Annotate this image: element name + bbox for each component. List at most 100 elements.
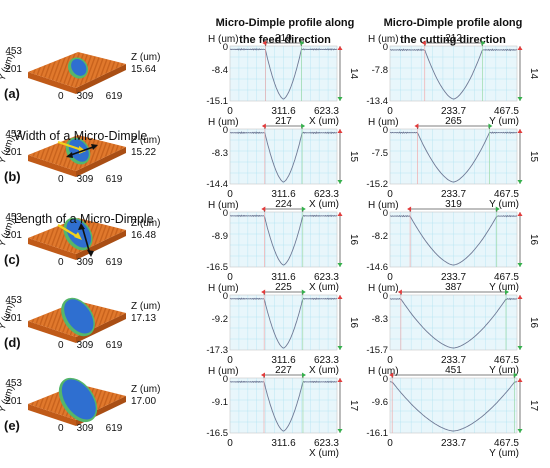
- x-tick-label: 619: [106, 174, 123, 185]
- depth-marker-green: [337, 180, 343, 184]
- y-tick-label: -8.4: [212, 65, 228, 76]
- x-tick-label: 311.6: [271, 355, 296, 366]
- x-tick-label: 467.5: [494, 272, 519, 283]
- z-axis-label: Z (um): [131, 301, 160, 312]
- y-tick-label: 201: [5, 230, 22, 241]
- y-tick-label: -16.1: [366, 428, 388, 439]
- x-tick-label: 309: [77, 340, 94, 351]
- width-marker-green: [481, 40, 486, 46]
- profile-line: [389, 48, 518, 100]
- y-tick-label: 453: [5, 129, 22, 140]
- y-tick-label: 453: [5, 46, 22, 57]
- z-axis-label: Z (um): [131, 52, 160, 63]
- width-marker-red: [262, 40, 267, 46]
- depth-marker-red: [517, 295, 523, 299]
- depth-marker-red: [517, 378, 523, 382]
- dimple-bottom: [61, 379, 96, 420]
- y-tick-label: -8.2: [372, 231, 388, 242]
- y-tick-label: -15.2: [366, 179, 388, 190]
- y-tick-label: 0: [383, 125, 388, 136]
- depth-marker-green: [337, 346, 343, 350]
- dimple-depth-label: 17: [528, 400, 539, 412]
- surface-side-face: [76, 64, 126, 94]
- y-tick-label: -7.8: [372, 65, 388, 76]
- x-tick-label: 467.5: [494, 438, 519, 449]
- x-tick-label: 0: [387, 438, 393, 449]
- width-marker-red: [261, 123, 266, 129]
- x-tick-label: 0: [227, 189, 233, 200]
- y-tick-label: 0: [223, 208, 228, 219]
- y-tick-label: 0: [223, 42, 228, 53]
- depth-marker-green: [337, 429, 343, 433]
- h-axis-label: H (um): [368, 34, 399, 45]
- x-axis-label: X (um): [309, 365, 339, 376]
- width-marker-green: [495, 206, 500, 212]
- y-tick-label: -16.5: [206, 262, 228, 273]
- y-tick-label: 201: [5, 64, 22, 75]
- x-tick-label: 619: [106, 257, 123, 268]
- width-marker-red: [397, 289, 402, 295]
- width-marker-green: [301, 206, 306, 212]
- x-tick-label: 0: [227, 438, 233, 449]
- y-tick-label: -14.6: [366, 262, 388, 273]
- depth-marker-red: [337, 129, 343, 133]
- x-tick-label: 619: [106, 340, 123, 351]
- y-tick-label: -8.9: [212, 231, 228, 242]
- dimple-bottom: [71, 59, 87, 76]
- length-measure-arrow: [81, 225, 91, 255]
- dimple-depth-label: 16: [348, 317, 359, 329]
- depth-marker-green: [517, 97, 523, 101]
- x-tick-label: 311.6: [271, 272, 296, 283]
- x-tick-label: 0: [227, 355, 233, 366]
- x-tick-label: 309: [77, 91, 94, 102]
- x-axis-label: Y (um): [489, 365, 519, 376]
- dimple-width-label: 212: [445, 33, 462, 44]
- profile-line: [389, 214, 518, 266]
- x-axis-label: Y (um): [489, 199, 519, 210]
- width-marker-red: [407, 206, 412, 212]
- x-tick-label: 0: [58, 340, 64, 351]
- y-tick-label: 0: [383, 208, 388, 219]
- x-tick-label: 0: [58, 174, 64, 185]
- row-label: (a): [4, 86, 20, 101]
- x-tick-label: 619: [106, 91, 123, 102]
- x-tick-label: 623.3: [314, 438, 339, 449]
- x-tick-label: 0: [58, 423, 64, 434]
- row-label: (c): [4, 252, 20, 267]
- surface-front-face: [28, 404, 76, 426]
- x-axis-label: Y (um): [489, 282, 519, 293]
- x-tick-label: 233.7: [441, 272, 466, 283]
- y-tick-label: -8.3: [212, 148, 228, 159]
- dimple-width-label: 265: [445, 116, 462, 127]
- y-tick-label: -17.3: [206, 345, 228, 356]
- y-tick-label: -9.1: [212, 397, 228, 408]
- z-axis-label: Z (um): [131, 218, 160, 229]
- y-tick-label: 0: [223, 291, 228, 302]
- dimple-width-label: 451: [445, 365, 462, 376]
- profile-line: [229, 297, 338, 349]
- width-marker-green: [488, 123, 493, 129]
- width-measure-arrowhead: [91, 144, 98, 150]
- depth-marker-red: [517, 212, 523, 216]
- x-tick-label: 233.7: [441, 355, 466, 366]
- profile-line: [229, 131, 338, 183]
- surface-front-face: [28, 321, 76, 343]
- depth-marker-red: [337, 212, 343, 216]
- x-tick-label: 0: [58, 91, 64, 102]
- dimple-depth-label: 14: [348, 68, 359, 80]
- row-label: (d): [4, 335, 21, 350]
- dimple-bottom: [68, 139, 89, 162]
- y-tick-label: -9.6: [372, 397, 388, 408]
- x-tick-label: 623.3: [314, 355, 339, 366]
- x-tick-label: 0: [387, 355, 393, 366]
- h-axis-label: H (um): [368, 200, 399, 211]
- z-axis-label: Z (um): [131, 135, 160, 146]
- dimple-depth-label: 14: [528, 68, 539, 80]
- feed-header-line2: the feed direction: [239, 34, 331, 46]
